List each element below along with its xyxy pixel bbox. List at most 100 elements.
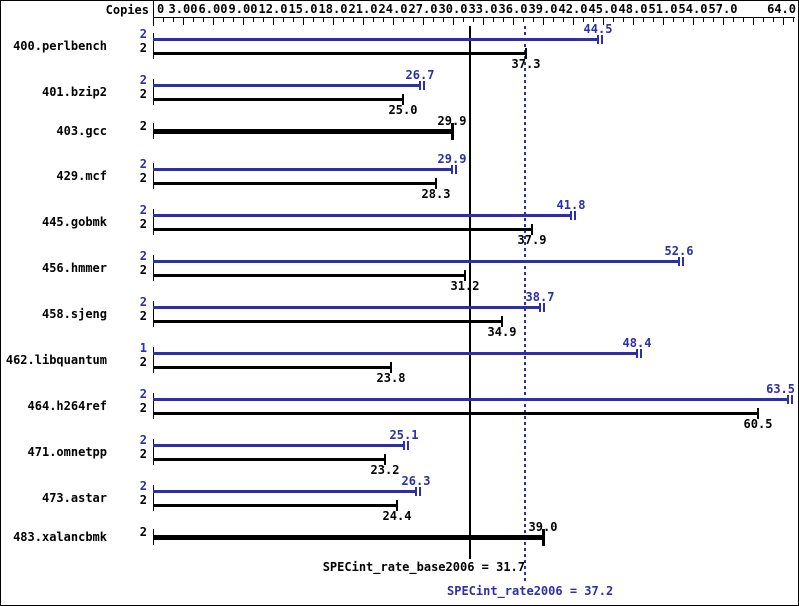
bar-end-cap [435,178,437,189]
axis-tick [593,18,594,22]
axis-tick [503,18,504,22]
bar-end-cap [757,408,759,419]
axis-tick-label: 45.0 [588,2,618,16]
axis-tick [233,18,234,22]
copies-value: 2 [139,447,147,461]
peak-run-marker [570,211,572,220]
axis-tick-label: 15.0 [288,2,318,16]
base-bar [153,412,758,415]
axis-tick [553,18,554,22]
base-bar [153,535,543,540]
copies-value: 2 [139,263,147,277]
base-bar [153,52,526,55]
axis-tick [613,18,614,22]
axis-tick [733,18,734,22]
bar-value-label: 38.7 [525,290,555,304]
axis-tick-label: 57.0 [708,2,738,16]
bar-value-label: 24.4 [382,509,412,523]
axis-tick [573,18,574,25]
peak-run-marker [451,165,453,174]
base-bar [153,98,403,101]
peak-bar [153,260,679,263]
bar-value-label: 48.4 [622,336,652,350]
axis-tick-label: 27.0 [408,2,438,16]
bar-value-label: 34.9 [487,325,517,339]
benchmark-group: 462.libquantum 1 48.4 2 23.8 [1,337,798,387]
copies-value: 2 [139,355,147,369]
axis-tick [313,18,314,22]
bar-value-label: 39.0 [528,520,558,534]
axis-tick [293,18,294,22]
copies-value: 2 [139,27,147,41]
copies-value: 2 [139,119,147,133]
axis-tick [683,18,684,22]
bar-value-label: 37.9 [517,233,547,247]
axis-tick [543,18,544,25]
peak-run-marker [636,349,638,358]
axis-tick-label: 3.00 [168,2,198,16]
benchmark-group: 429.mcf 2 29.9 2 28.3 [1,153,798,203]
bar-start-cap [153,301,154,327]
axis-tick [283,18,284,22]
peak-run-marker [419,81,421,90]
benchmark-label: 401.bzip2 [41,85,107,99]
peak-bar [153,444,404,447]
axis-tick [643,18,644,22]
mean-line-peak [524,26,526,581]
peak-run-marker [539,303,541,312]
axis-tick-label: 6.00 [198,2,228,16]
benchmark-label: 483.xalancbmk [13,530,107,544]
axis-tick [403,18,404,22]
copies-value: 2 [139,479,147,493]
bar-start-cap [153,33,154,59]
peak-run-marker [574,211,576,220]
benchmark-label: 403.gcc [56,124,107,138]
copies-value: 2 [139,87,147,101]
benchmark-label: 458.sjeng [41,307,107,321]
bar-value-label: 44.5 [583,22,613,36]
axis-tick-label: 51.0 [648,2,678,16]
bar-end-cap [542,529,545,546]
axis-tick [383,18,384,22]
axis-tick [693,18,694,25]
axis-tick [413,18,414,22]
copies-value: 2 [139,525,147,539]
axis-tick [483,18,484,25]
bar-value-label: 63.5 [766,382,795,396]
peak-bar [153,214,571,217]
base-bar [153,182,436,185]
copies-value: 2 [139,217,147,231]
axis-tick [203,18,204,22]
bar-start-cap [153,347,154,373]
axis-tick-label: 18.0 [318,2,348,16]
benchmark-group: 471.omnetpp 2 25.1 2 23.2 [1,429,798,479]
bar-start-cap [153,393,154,419]
axis-tick [363,18,364,25]
benchmark-group: 401.bzip2 2 26.7 2 25.0 [1,69,798,119]
bar-value-label: 25.1 [389,428,419,442]
axis-tick [393,18,394,25]
axis-tick [723,18,724,25]
copies-value: 2 [139,309,147,323]
axis-tick-label: 39.0 [528,2,558,16]
axis-tick [273,18,274,25]
benchmark-group: 456.hmmer 2 52.6 2 31.2 [1,245,798,295]
bar-value-label: 52.6 [664,244,694,258]
bar-start-cap [153,439,154,465]
copies-value: 2 [139,295,147,309]
axis-tick [603,18,604,25]
axis-tick [513,18,514,25]
axis-top-line [153,17,795,18]
base-bar [153,458,385,461]
bar-end-cap [384,454,386,465]
copies-value: 2 [139,41,147,55]
peak-run-marker [791,395,793,404]
bar-value-label: 28.3 [421,187,451,201]
axis-tick [353,18,354,22]
benchmark-label: 462.libquantum [5,353,107,367]
axis-tick-label: 33.0 [468,2,498,16]
axis-tick [703,18,704,22]
peak-bar [153,306,540,309]
benchmark-group: 458.sjeng 2 38.7 2 34.9 [1,291,798,341]
bar-value-label: 26.3 [401,474,431,488]
